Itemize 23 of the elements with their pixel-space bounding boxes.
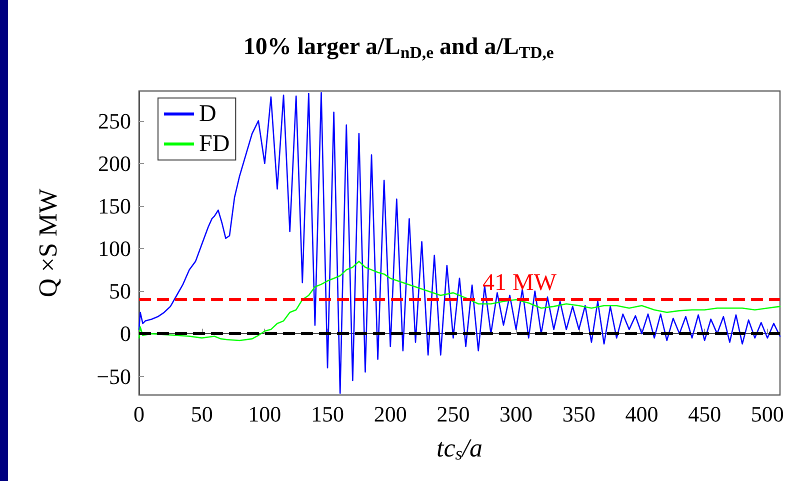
line-series: [138, 92, 781, 394]
x-tick-label: 300: [500, 402, 533, 426]
y-tick-label: 50: [109, 278, 131, 304]
y-tick-label: 100: [98, 236, 131, 262]
y-axis-title: Q ×S MW: [34, 188, 62, 298]
legend-label: D: [199, 101, 216, 127]
y-tick-label: 150: [98, 193, 131, 218]
ref-line-label: 41 MW: [482, 270, 557, 296]
y-tick-label: 0: [120, 321, 131, 346]
legend-label: FD: [199, 131, 230, 157]
x-tick-label: 500: [750, 402, 784, 426]
x-tick-label: 200: [374, 402, 407, 426]
x-tick-label: 150: [311, 402, 344, 426]
x-tick-label: 400: [625, 402, 658, 426]
x-tick-label: 450: [688, 402, 722, 426]
x-tick-label: 350: [562, 402, 596, 426]
y-tick-label: −50: [96, 364, 131, 389]
y-tick-label: 200: [98, 150, 131, 176]
x-tick-label: 250: [436, 402, 470, 426]
x-tick-label: 100: [248, 402, 282, 426]
y-tick-label: 250: [98, 108, 131, 134]
line-series: [138, 260, 781, 342]
x-tick-label: 50: [190, 402, 213, 426]
